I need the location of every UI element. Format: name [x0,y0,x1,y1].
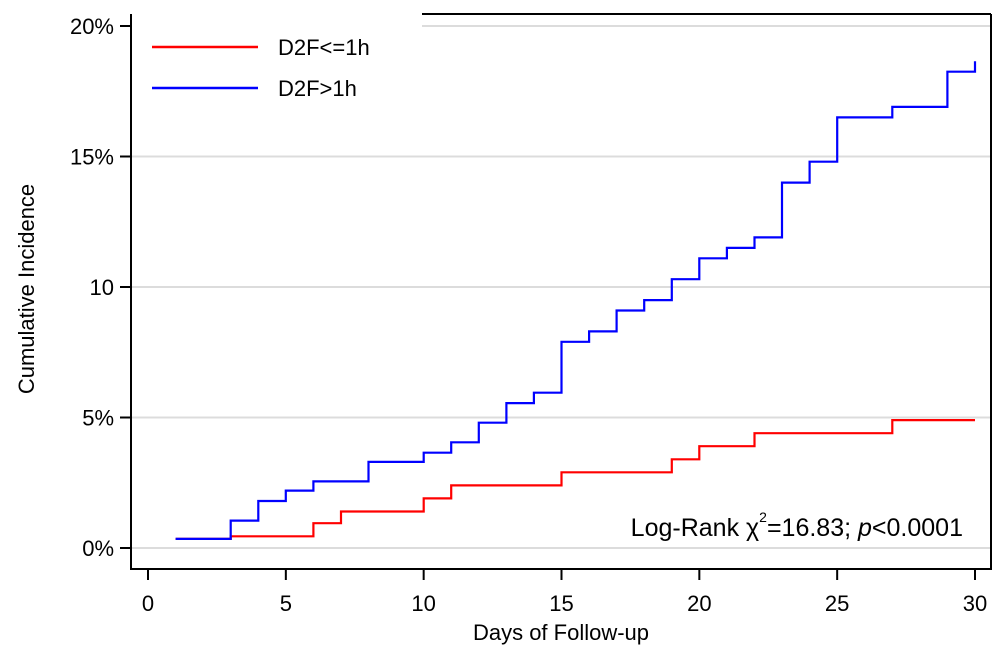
y-axis-ticks: 0% 5% 10 15% 20% [70,14,131,561]
legend-box [131,14,422,114]
y-tick-label-4: 20% [70,14,114,39]
x-tick-label-4: 20 [687,591,711,616]
x-tick-label-6: 30 [963,591,987,616]
y-tick-label-1: 5% [82,406,114,431]
x-tick-label-0: 0 [142,591,154,616]
log-rank-annotation: Log-Rank χ2=16.83; p<0.0001 [631,509,963,542]
x-axis-ticks: 0 5 10 15 20 25 30 [142,569,987,616]
y-tick-label-0: 0% [82,536,114,561]
legend-label-series-1: D2F<=1h [278,35,370,60]
legend-label-series-2: D2F>1h [278,76,357,101]
x-tick-label-1: 5 [280,591,292,616]
x-tick-label-3: 15 [549,591,573,616]
series-line-2 [175,61,977,540]
x-tick-label-5: 25 [825,591,849,616]
series-line-1 [175,419,975,540]
x-axis-title: Days of Follow-up [473,620,649,645]
y-tick-label-3: 15% [70,145,114,170]
y-axis-title: Cumulative Incidence [14,184,39,394]
x-tick-label-2: 10 [411,591,435,616]
series-lines [175,61,977,540]
y-tick-label-2: 10 [90,275,114,300]
